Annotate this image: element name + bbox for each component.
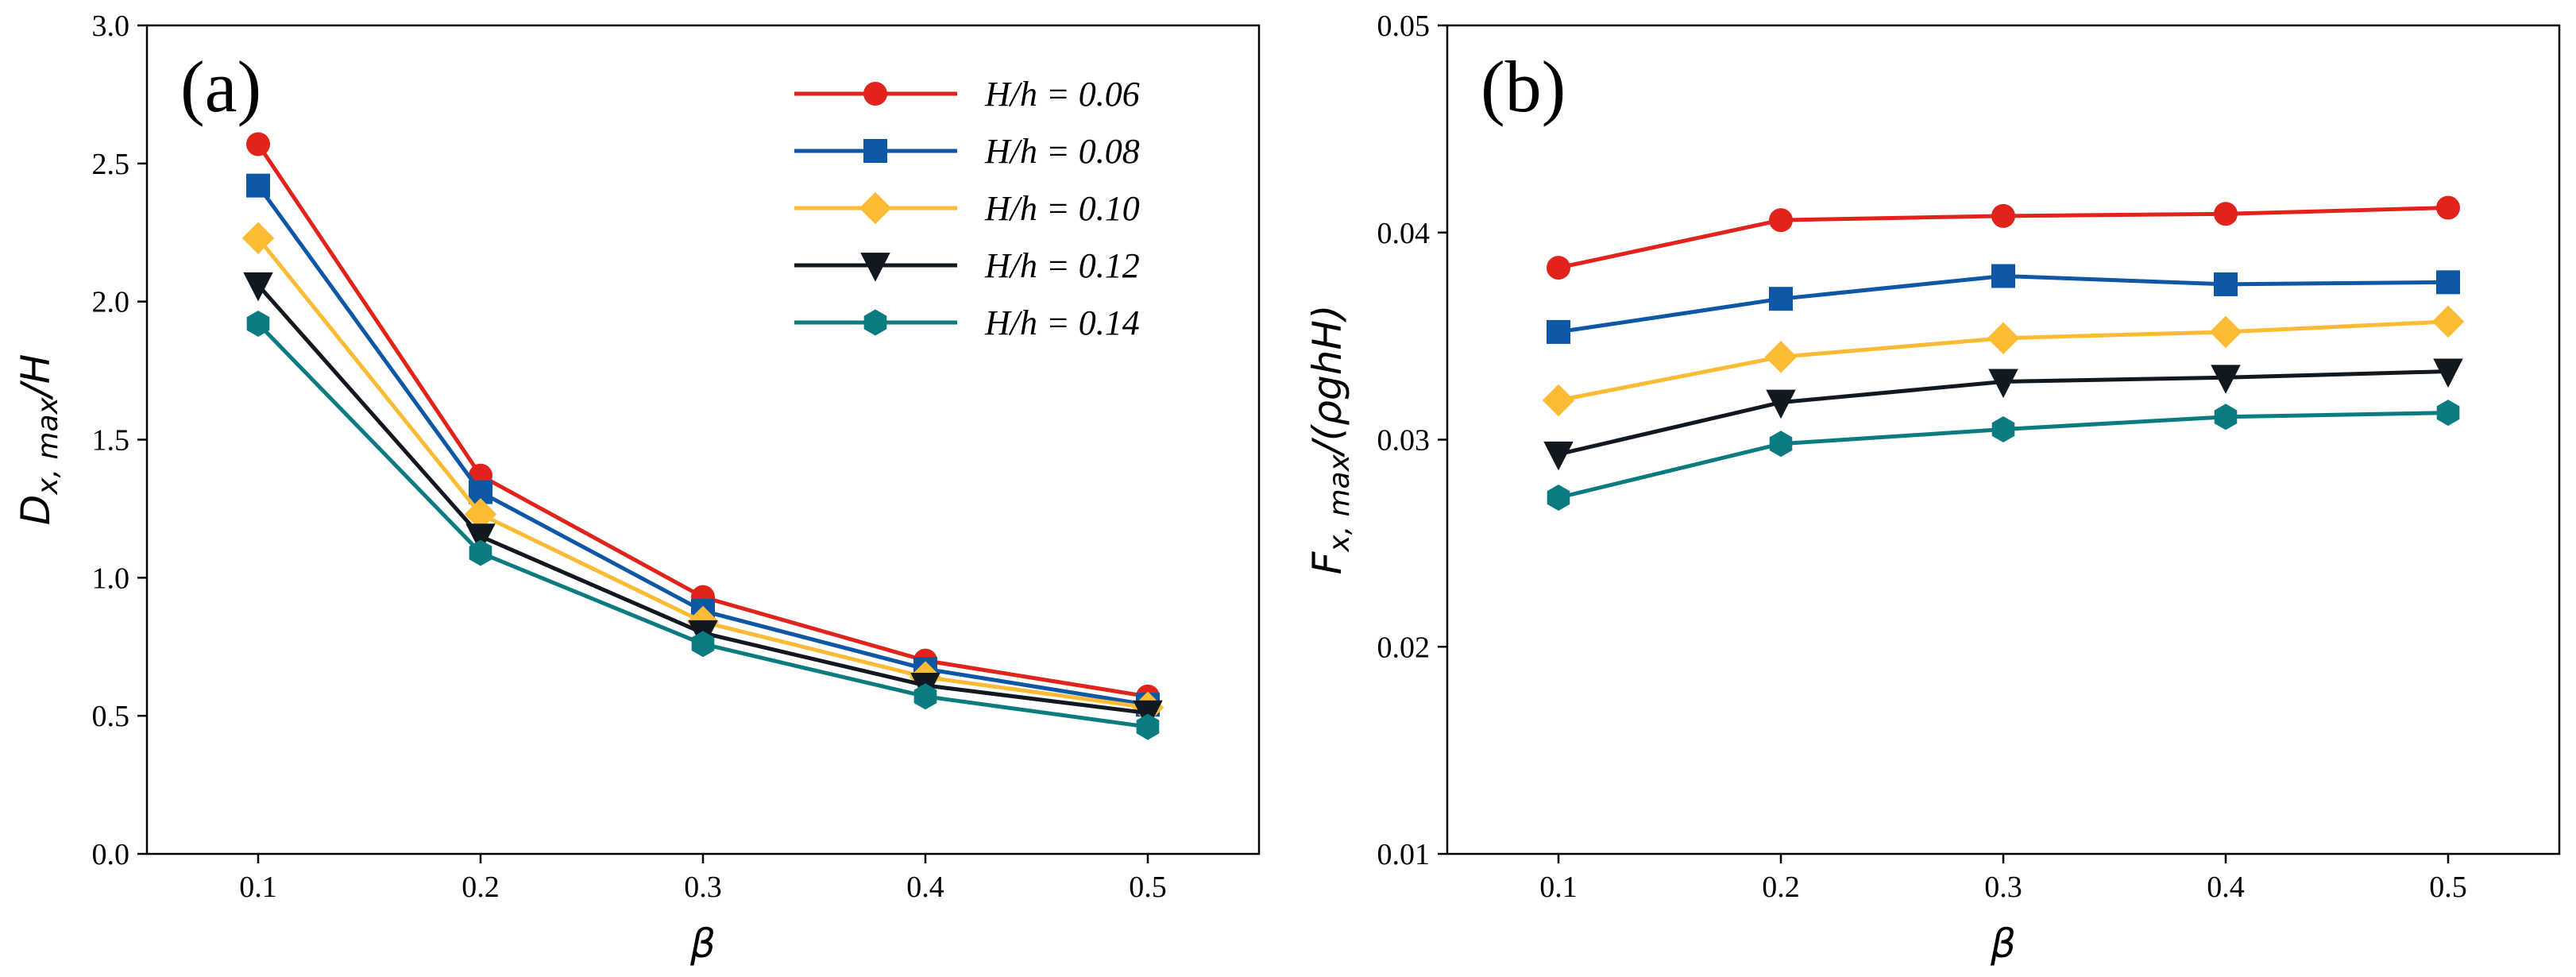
data-point-series-4 [243,272,273,302]
data-point-series-3 [1542,384,1575,417]
data-point-series-5 [691,631,715,658]
y-tick-label: 0.01 [1377,838,1431,871]
x-tick-label: 0.2 [1762,871,1800,904]
y-tick-label: 3.0 [92,10,130,43]
data-point-series-2 [2436,270,2460,295]
y-tick-label: 0.03 [1377,424,1431,458]
data-point-series-3 [241,222,275,254]
panel-b-chart: 0.1 0.2 0.3 0.4 0.5 0.01 0.02 0.03 0.04 0.05 β Fx, … [1304,10,2561,967]
data-point-series-2 [246,173,270,198]
y-axis-label-main: D [13,495,59,526]
y-tick-label: 0.5 [92,700,130,733]
data-point-series-3 [2209,315,2242,349]
y-axis-label-rest: /H [13,354,59,400]
x-tick-label: 0.5 [2429,871,2467,904]
x-tick-label: 0.2 [462,871,500,904]
data-point-series-4 [2433,358,2463,388]
legend-marker [859,191,892,225]
data-point-series-1 [1991,203,2015,228]
x-tick-label: 0.4 [906,871,944,904]
y-tick-label: 2.0 [92,286,130,319]
y-tick-label: 0.05 [1377,10,1431,43]
x-tick-label: 0.3 [684,871,722,904]
x-tick-label: 0.1 [1539,871,1578,904]
data-point-series-1 [1769,208,1793,233]
data-point-series-4 [2211,365,2241,394]
data-point-series-2 [1769,287,1793,311]
panel-a-chart: 0.1 0.2 0.3 0.4 0.5 0.0 0.5 1.0 1.5 2.0 2.5 3.0 β Dx,… [13,10,1261,967]
y-axis-label: Fx, max/(ρghH) [1304,304,1356,574]
y-axis-label-main: F [1304,551,1350,575]
legend-entry-label: H/h = 0.14 [984,303,1140,342]
data-point-series-5 [1769,431,1793,458]
y-tick-label: 0.02 [1377,631,1431,664]
legend-entry-label: H/h = 0.12 [984,246,1140,285]
data-point-series-3 [2431,305,2465,338]
data-point-series-5 [1136,713,1160,740]
data-point-series-5 [2436,400,2460,427]
data-point-series-3 [1987,322,2020,354]
data-point-series-1 [246,132,270,156]
data-point-series-5 [1991,416,2015,442]
x-axis-label: β [689,921,716,967]
y-tick-label: 0.04 [1377,217,1431,250]
y-tick-label: 2.5 [92,148,130,181]
x-tick-label: 0.5 [1129,871,1167,904]
x-tick-label: 0.4 [2207,871,2245,904]
legend-entry-label: H/h = 0.10 [984,189,1140,228]
data-point-series-5 [2214,404,2238,431]
legend-entry-label: H/h = 0.08 [984,132,1140,171]
data-point-series-4 [1988,369,2018,399]
data-point-series-5 [1547,485,1570,511]
data-point-series-2 [1991,264,2015,288]
data-point-series-5 [246,311,270,337]
y-axis-label-sub: x, max [32,396,64,495]
data-point-series-1 [2436,195,2460,220]
y-tick-label: 0.0 [92,838,130,871]
data-point-series-5 [913,683,937,710]
legend-marker [863,309,887,336]
x-axis-label: β [1990,921,2016,967]
x-tick-label: 0.1 [239,871,277,904]
panel-label: (b) [1481,46,1566,127]
y-axis-label-sub: x, max [1323,454,1356,552]
data-point-series-2 [2214,272,2238,296]
y-tick-label: 1.0 [92,562,130,595]
data-point-series-5 [469,539,492,566]
y-axis-label: Dx, max/H [13,354,64,526]
legend-marker [863,82,887,106]
data-point-series-4 [1766,389,1796,419]
y-tick-label: 1.5 [92,424,130,458]
data-point-series-2 [1547,319,1570,344]
panel-label: (a) [180,46,261,127]
legend-marker [860,253,890,282]
data-point-series-1 [2214,202,2238,226]
x-tick-label: 0.3 [1984,871,2022,904]
legend-entry-label: H/h = 0.06 [984,75,1140,114]
series-line-5 [257,322,1149,729]
data-point-series-4 [465,523,496,553]
y-axis-label-rest: /(ρghH) [1304,304,1350,458]
legend-marker [863,139,887,163]
legend: H/h = 0.06 H/h = 0.08 H/h = 0.10 H/h = 0.12… [794,75,1140,342]
data-point-series-1 [1547,256,1570,280]
data-point-series-4 [1543,441,1574,471]
data-point-series-3 [464,498,497,531]
data-point-series-3 [1764,340,1798,373]
